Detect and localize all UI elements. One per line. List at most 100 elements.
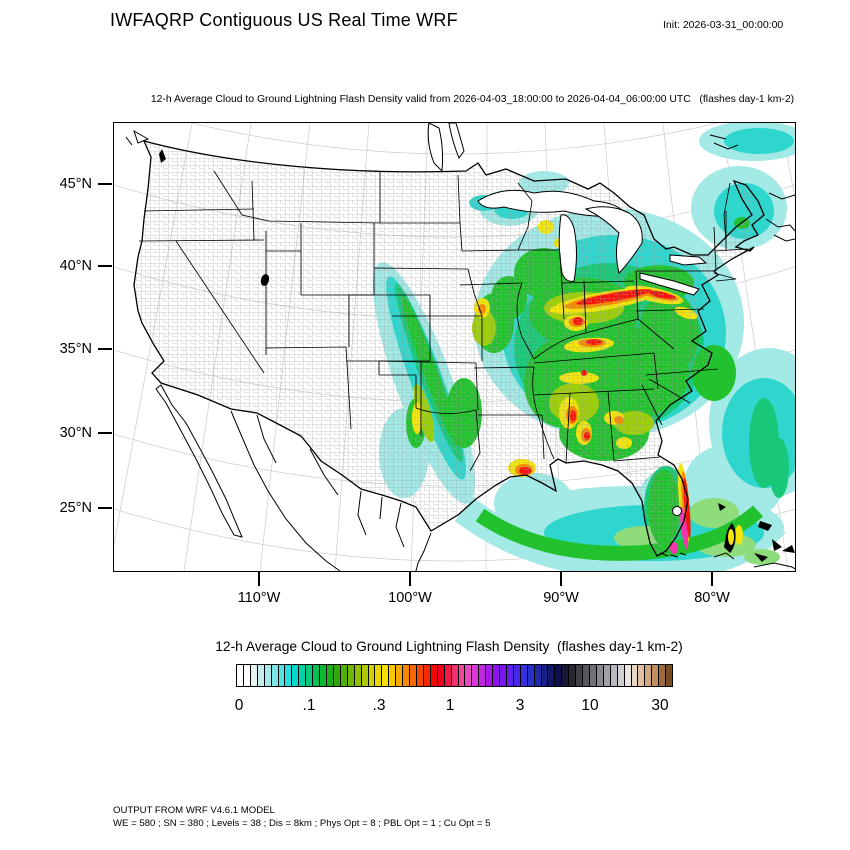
colorbar-cell [436, 665, 444, 686]
colorbar-cell [291, 665, 299, 686]
us-outline [133, 140, 765, 557]
colorbar-cell [492, 665, 500, 686]
lat-label-30n: 30°N [59, 425, 92, 441]
lat-tick-mark [98, 507, 112, 509]
colorbar [236, 664, 673, 687]
colorbar-cell [457, 665, 465, 686]
colorbar-cell [561, 665, 569, 686]
colorbar-cell [554, 665, 562, 686]
colorbar-tick-label: .1 [302, 697, 316, 714]
lat-label-45n: 45°N [59, 176, 92, 192]
colorbar-cell [237, 665, 243, 686]
colorbar-tick-label: 1 [445, 697, 455, 714]
colorbar-cell [312, 665, 320, 686]
colorbar-cell [519, 665, 527, 686]
colorbar-cell [651, 665, 659, 686]
colorbar-cell [256, 665, 264, 686]
colorbar-cell [582, 665, 590, 686]
colorbar-cell [637, 665, 645, 686]
colorbar-cell [616, 665, 624, 686]
colorbar-cell [242, 665, 250, 686]
colorbar-cell [270, 665, 278, 686]
colorbar-cell [277, 665, 285, 686]
lakes [427, 123, 708, 516]
colorbar-cell [422, 665, 430, 686]
colorbar-cell [353, 665, 361, 686]
colorbar-tick-label: 3 [515, 697, 525, 714]
lat-tick-mark [98, 432, 112, 434]
colorbar-cell [395, 665, 403, 686]
colorbar-cell [374, 665, 382, 686]
lon-tick-mark [711, 572, 713, 586]
colorbar-cell [499, 665, 506, 686]
colorbar-tick-label: 10 [581, 697, 599, 714]
small-water-bodies [159, 149, 270, 286]
lon-tick-mark [258, 572, 260, 586]
colorbar-cell [298, 665, 306, 686]
colorbar-cell [602, 665, 610, 686]
map-frame [113, 122, 796, 572]
colorbar-cell [249, 665, 257, 686]
colorbar-tick-label: 0 [234, 697, 244, 714]
colorbar-cell [429, 665, 437, 686]
footer-model-info: OUTPUT FROM WRF V4.6.1 MODEL WE = 580 ; … [113, 804, 490, 830]
colorbar-cell [478, 665, 486, 686]
neighbor-coastlines [125, 129, 795, 571]
colorbar-cell [547, 665, 555, 686]
colorbar-cell [415, 665, 423, 686]
colorbar-cell [575, 665, 583, 686]
colorbar-cell [305, 665, 313, 686]
colorbar-cell [533, 665, 541, 686]
colorbar-cell [471, 665, 479, 686]
colorbar-cell [402, 665, 410, 686]
colorbar-cell [381, 665, 389, 686]
colorbar-cell [589, 665, 596, 686]
lon-label-100w: 100°W [388, 590, 432, 606]
init-timestamp: Init: 2026-03-31_00:00:00 [663, 19, 784, 31]
colorbar-cell [568, 665, 576, 686]
colorbar-cell [450, 665, 458, 686]
colorbar-cell [346, 665, 354, 686]
colorbar-cell [485, 665, 493, 686]
lat-tick-mark [98, 348, 112, 350]
colorbar-cell [409, 665, 416, 686]
colorbar-cell [623, 665, 631, 686]
colorbar-cell [263, 665, 271, 686]
colorbar-cell [658, 665, 666, 686]
colorbar-cell [540, 665, 548, 686]
colorbar-tick-label: 30 [651, 697, 669, 714]
map-svg [114, 123, 795, 571]
colorbar-cell [609, 665, 617, 686]
andros-flash-spot [728, 529, 734, 545]
colorbar-cell [526, 665, 534, 686]
page-title: IWFAQRP Contiguous US Real Time WRF [110, 10, 458, 30]
colorbar-cell [388, 665, 396, 686]
lon-label-80w: 80°W [694, 590, 730, 606]
lon-tick-mark [409, 572, 411, 586]
colorbar-title: 12-h Average Cloud to Ground Lightning F… [215, 639, 683, 654]
lat-label-35n: 35°N [59, 341, 92, 357]
colorbar-cell [360, 665, 368, 686]
colorbar-tick-label: .3 [372, 697, 386, 714]
lon-tick-mark [560, 572, 562, 586]
map-subtitle: 12-h Average Cloud to Ground Lightning F… [150, 94, 795, 105]
colorbar-cell [644, 665, 652, 686]
lon-label-90w: 90°W [543, 590, 579, 606]
colorbar-cell [512, 665, 520, 686]
footer-line1: OUTPUT FROM WRF V4.6.1 MODEL [113, 805, 275, 816]
colorbar-cell [325, 665, 333, 686]
lon-label-110w: 110°W [237, 590, 281, 606]
colorbar-cell [505, 665, 513, 686]
lat-label-40n: 40°N [59, 258, 92, 274]
state-boundaries [138, 170, 749, 472]
colorbar-cell [464, 665, 472, 686]
colorbar-cell [443, 665, 451, 686]
footer-line2: WE = 580 ; SN = 380 ; Levels = 38 ; Dis … [113, 818, 491, 829]
colorbar-cell [339, 665, 347, 686]
colorbar-cell [332, 665, 340, 686]
lat-label-25n: 25°N [59, 500, 92, 516]
lat-tick-mark [98, 183, 112, 185]
colorbar-cell [319, 665, 326, 686]
colorbar-cell [284, 665, 292, 686]
